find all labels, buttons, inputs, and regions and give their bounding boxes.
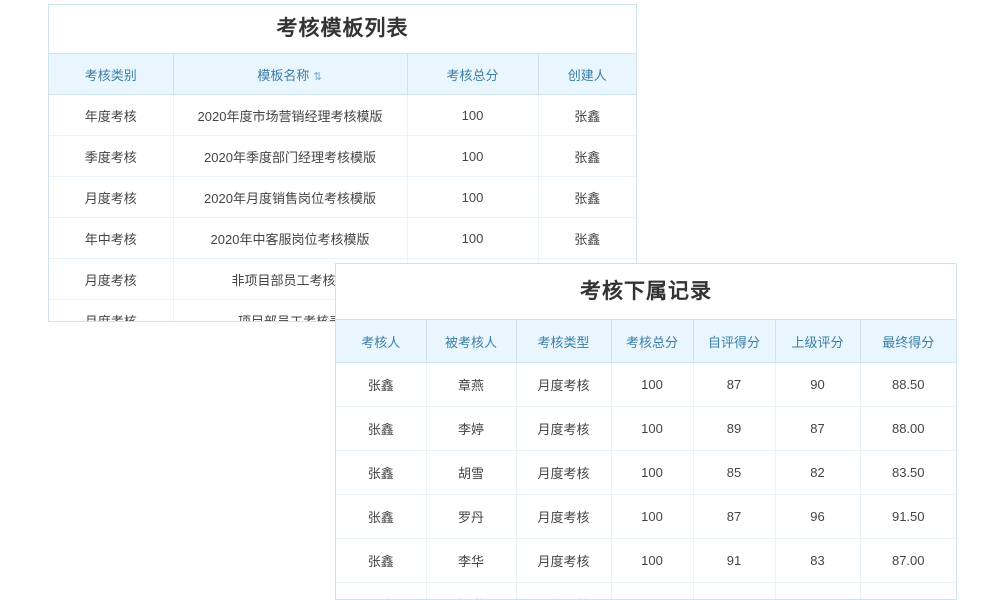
cell-total-score: 100 xyxy=(407,135,539,177)
column-header-category[interactable]: 考核类别 xyxy=(49,54,174,95)
cell-template-name-link[interactable]: 2020年度市场营销经理考核模版 xyxy=(173,94,408,136)
cell-self-score: 87 xyxy=(693,362,776,407)
cell-self-score: 87 xyxy=(693,582,776,599)
table-row[interactable]: 年度考核 2020年度市场营销经理考核模版 100 张鑫 xyxy=(49,94,636,136)
cell-category: 季度考核 xyxy=(49,135,174,177)
cell-category: 月度考核 xyxy=(49,258,174,300)
cell-total-score: 100 xyxy=(407,94,539,136)
cell-leader-score: 90 xyxy=(775,582,861,599)
cell-reviewer: 张鑫 xyxy=(336,538,427,583)
cell-reviewer: 张鑫 xyxy=(336,362,427,407)
column-header-leader-score[interactable]: 上级评分 xyxy=(775,320,861,363)
cell-template-name-link[interactable]: 2020年季度部门经理考核模版 xyxy=(173,135,408,177)
cell-reviewee: 李华 xyxy=(426,538,517,583)
cell-final-score: 88.00 xyxy=(860,406,956,451)
table-row[interactable]: 月度考核 2020年月度销售岗位考核模版 100 张鑫 xyxy=(49,176,636,218)
column-header-final-score[interactable]: 最终得分 xyxy=(860,320,956,363)
table-row[interactable]: 年中考核 2020年中客服岗位考核模版 100 张鑫 xyxy=(49,217,636,259)
cell-creator: 张鑫 xyxy=(538,217,636,259)
cell-review-type: 月度考核 xyxy=(516,538,612,583)
cell-review-type: 月度考核 xyxy=(516,494,612,539)
cell-self-score: 91 xyxy=(693,538,776,583)
cell-review-type: 月度考核 xyxy=(516,406,612,451)
template-list-panel: 考核模板列表 考核类别 模板名称 ⇅ 考核总分 创建人 xyxy=(48,4,637,322)
column-header-template-name-label: 模板名称 xyxy=(257,67,310,83)
cell-reviewee: 章燕 xyxy=(426,362,517,407)
table-row[interactable]: 张鑫 罗丹 月度考核 100 87 96 91.50 xyxy=(336,494,956,539)
column-header-total-score[interactable]: 考核总分 xyxy=(407,54,539,95)
table-row[interactable]: 张鑫 章燕 月度考核 100 87 90 88.50 xyxy=(336,362,956,407)
table-row[interactable]: 张鑫 李婷 月度考核 100 89 87 88.00 xyxy=(336,406,956,451)
cell-final-score: 88.50 xyxy=(860,582,956,599)
cell-review-type: 月度考核 xyxy=(516,362,612,407)
cell-leader-score: 82 xyxy=(775,450,861,495)
cell-category: 年度考核 xyxy=(49,94,174,136)
table-row[interactable]: 张鑫 李华 月度考核 100 91 83 87.00 xyxy=(336,538,956,583)
column-header-template-name[interactable]: 模板名称 ⇅ xyxy=(173,54,408,95)
table-header-row: 考核类别 模板名称 ⇅ 考核总分 创建人 xyxy=(49,54,636,95)
cell-total-score: 100 xyxy=(611,538,694,583)
cell-self-score: 89 xyxy=(693,406,776,451)
column-header-total-score[interactable]: 考核总分 xyxy=(611,320,694,363)
cell-review-type: 月度考核 xyxy=(516,582,612,599)
cell-reviewer: 张鑫 xyxy=(336,494,427,539)
column-header-creator[interactable]: 创建人 xyxy=(538,54,636,95)
sort-icon[interactable]: ⇅ xyxy=(313,70,323,83)
cell-category: 月度考核 xyxy=(49,176,174,218)
cell-total-score: 100 xyxy=(611,450,694,495)
cell-reviewer: 张鑫 xyxy=(336,582,427,599)
cell-final-score: 88.50 xyxy=(860,362,956,407)
cell-reviewer: 张鑫 xyxy=(336,450,427,495)
cell-total-score: 100 xyxy=(611,582,694,599)
cell-category: 年中考核 xyxy=(49,217,174,259)
column-header-reviewee[interactable]: 被考核人 xyxy=(426,320,517,363)
subordinate-records-table: 考核人 被考核人 考核类型 考核总分 自评得分 上级评分 最终得分 张鑫 章燕 … xyxy=(336,320,956,599)
subordinate-records-panel: 考核下属记录 考核人 被考核人 考核类型 考核总分 自评得分 上级评分 xyxy=(335,263,957,600)
cell-total-score: 100 xyxy=(407,217,539,259)
subordinate-records-title: 考核下属记录 xyxy=(336,264,956,320)
cell-total-score: 100 xyxy=(611,494,694,539)
table-row[interactable]: 张鑫 胡雪 月度考核 100 85 82 83.50 xyxy=(336,450,956,495)
column-header-reviewer[interactable]: 考核人 xyxy=(336,320,427,363)
template-list-title: 考核模板列表 xyxy=(49,5,636,54)
cell-leader-score: 90 xyxy=(775,362,861,407)
cell-self-score: 87 xyxy=(693,494,776,539)
cell-reviewee: 李婷 xyxy=(426,406,517,451)
cell-creator: 张鑫 xyxy=(538,94,636,136)
cell-total-score: 100 xyxy=(611,406,694,451)
cell-reviewee: 罗丹 xyxy=(426,494,517,539)
cell-total-score: 100 xyxy=(611,362,694,407)
cell-creator: 张鑫 xyxy=(538,176,636,218)
cell-leader-score: 96 xyxy=(775,494,861,539)
cell-creator: 张鑫 xyxy=(538,135,636,177)
cell-leader-score: 87 xyxy=(775,406,861,451)
cell-self-score: 85 xyxy=(693,450,776,495)
cell-reviewee: 柳琳 xyxy=(426,582,517,599)
cell-final-score: 83.50 xyxy=(860,450,956,495)
table-row[interactable]: 张鑫 柳琳 月度考核 100 87 90 88.50 xyxy=(336,582,956,599)
cell-leader-score: 83 xyxy=(775,538,861,583)
cell-reviewee: 胡雪 xyxy=(426,450,517,495)
cell-template-name-link[interactable]: 2020年中客服岗位考核模版 xyxy=(173,217,408,259)
cell-category: 月度考核 xyxy=(49,299,174,321)
column-header-self-score[interactable]: 自评得分 xyxy=(693,320,776,363)
table-header-row: 考核人 被考核人 考核类型 考核总分 自评得分 上级评分 最终得分 xyxy=(336,320,956,363)
cell-review-type: 月度考核 xyxy=(516,450,612,495)
cell-reviewer: 张鑫 xyxy=(336,406,427,451)
table-row[interactable]: 季度考核 2020年季度部门经理考核模版 100 张鑫 xyxy=(49,135,636,177)
cell-final-score: 91.50 xyxy=(860,494,956,539)
cell-template-name-link[interactable]: 2020年月度销售岗位考核模版 xyxy=(173,176,408,218)
column-header-review-type[interactable]: 考核类型 xyxy=(516,320,612,363)
cell-total-score: 100 xyxy=(407,176,539,218)
cell-final-score: 87.00 xyxy=(860,538,956,583)
